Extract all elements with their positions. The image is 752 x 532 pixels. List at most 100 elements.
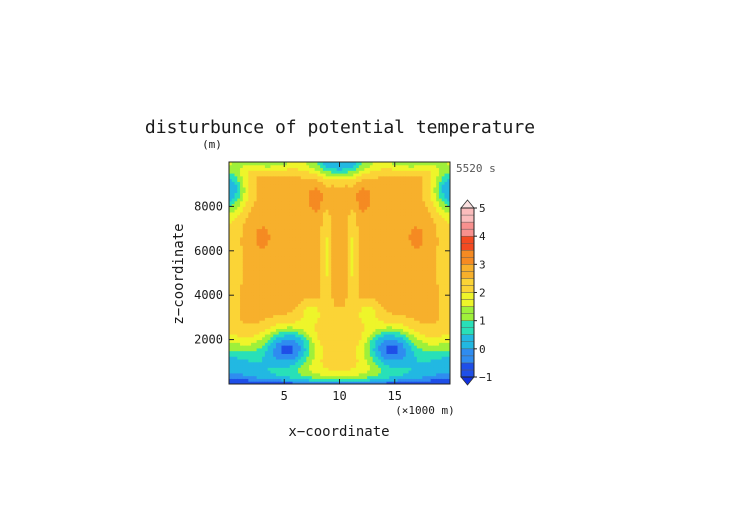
field-cell bbox=[386, 206, 390, 210]
field-cell bbox=[361, 339, 365, 343]
field-cell bbox=[353, 270, 357, 274]
field-cell bbox=[242, 195, 247, 199]
field-cell bbox=[253, 173, 258, 177]
field-cell bbox=[270, 223, 274, 227]
field-cell bbox=[281, 248, 285, 252]
field-cell bbox=[234, 275, 238, 280]
field-cell bbox=[322, 164, 327, 169]
field-cell bbox=[325, 270, 329, 274]
field-cell bbox=[267, 170, 271, 174]
field-cell bbox=[364, 364, 368, 368]
field-cell bbox=[331, 309, 335, 313]
field-cell bbox=[339, 309, 343, 313]
field-cell bbox=[289, 256, 294, 260]
field-cell bbox=[325, 209, 329, 213]
field-cell bbox=[367, 173, 371, 177]
field-cell bbox=[229, 214, 233, 218]
field-cell bbox=[275, 167, 280, 171]
field-cell bbox=[300, 311, 305, 316]
field-cell bbox=[242, 228, 247, 232]
field-cell bbox=[264, 303, 269, 307]
field-cell bbox=[292, 195, 296, 199]
field-cell bbox=[336, 317, 340, 321]
field-cell bbox=[311, 228, 316, 232]
field-cell bbox=[364, 162, 368, 166]
field-cell bbox=[339, 267, 343, 271]
field-cell bbox=[353, 372, 357, 377]
field-cell bbox=[364, 306, 368, 310]
field-cell bbox=[292, 375, 296, 379]
field-cell bbox=[234, 278, 238, 282]
field-cell bbox=[259, 342, 263, 346]
field-cell bbox=[331, 256, 335, 260]
field-cell bbox=[400, 345, 404, 349]
field-cell bbox=[251, 317, 255, 321]
field-cell bbox=[325, 292, 329, 296]
field-cell bbox=[364, 331, 368, 335]
field-cell bbox=[372, 264, 376, 268]
field-cell bbox=[325, 162, 329, 166]
field-cell bbox=[303, 339, 307, 343]
field-cell bbox=[331, 245, 335, 249]
field-cell bbox=[289, 181, 294, 185]
field-cell bbox=[339, 173, 343, 177]
field-cell bbox=[240, 284, 244, 288]
field-cell bbox=[342, 339, 346, 343]
field-cell bbox=[367, 275, 371, 280]
field-cell bbox=[397, 250, 401, 255]
field-cell bbox=[345, 170, 349, 174]
field-cell bbox=[364, 303, 368, 307]
field-cell bbox=[380, 350, 385, 354]
field-cell bbox=[356, 164, 360, 169]
field-cell bbox=[267, 192, 271, 196]
field-cell bbox=[314, 278, 318, 282]
field-cell bbox=[394, 211, 399, 216]
field-cell bbox=[367, 234, 371, 238]
field-cell bbox=[339, 186, 343, 191]
field-cell bbox=[287, 281, 291, 285]
field-cell bbox=[389, 264, 393, 268]
field-cell bbox=[264, 322, 269, 327]
field-cell bbox=[284, 378, 288, 382]
field-cell bbox=[383, 314, 387, 318]
field-cell bbox=[309, 275, 313, 280]
field-cell bbox=[292, 350, 296, 354]
field-cell bbox=[298, 275, 302, 280]
field-cell bbox=[328, 211, 332, 216]
field-cell bbox=[273, 364, 277, 368]
field-cell bbox=[259, 270, 263, 274]
field-cell bbox=[229, 175, 233, 180]
field-cell bbox=[314, 167, 318, 171]
field-cell bbox=[350, 306, 354, 310]
field-cell bbox=[281, 361, 285, 366]
field-cell bbox=[397, 228, 401, 232]
field-cell bbox=[298, 184, 302, 188]
field-cell bbox=[234, 359, 238, 363]
field-cell bbox=[328, 300, 332, 305]
field-cell bbox=[234, 309, 238, 313]
field-cell bbox=[248, 203, 252, 207]
field-cell bbox=[295, 281, 299, 285]
field-cell bbox=[309, 167, 313, 171]
field-cell bbox=[242, 367, 247, 371]
field-cell bbox=[295, 300, 299, 305]
field-cell bbox=[245, 281, 249, 285]
field-cell bbox=[278, 250, 282, 255]
field-cell bbox=[309, 356, 313, 360]
field-cell bbox=[259, 186, 263, 191]
field-cell bbox=[328, 372, 332, 377]
field-cell bbox=[320, 375, 324, 379]
field-cell bbox=[292, 297, 296, 302]
field-cell bbox=[253, 359, 258, 363]
field-cell bbox=[367, 259, 371, 263]
field-cell bbox=[245, 300, 249, 305]
field-cell bbox=[314, 253, 318, 257]
field-cell bbox=[289, 297, 294, 302]
field-cell bbox=[300, 273, 305, 277]
field-cell bbox=[251, 334, 255, 338]
field-cell bbox=[262, 381, 266, 384]
field-cell bbox=[295, 284, 299, 288]
field-cell bbox=[397, 370, 401, 374]
field-cell bbox=[284, 195, 288, 199]
field-cell bbox=[336, 331, 340, 335]
